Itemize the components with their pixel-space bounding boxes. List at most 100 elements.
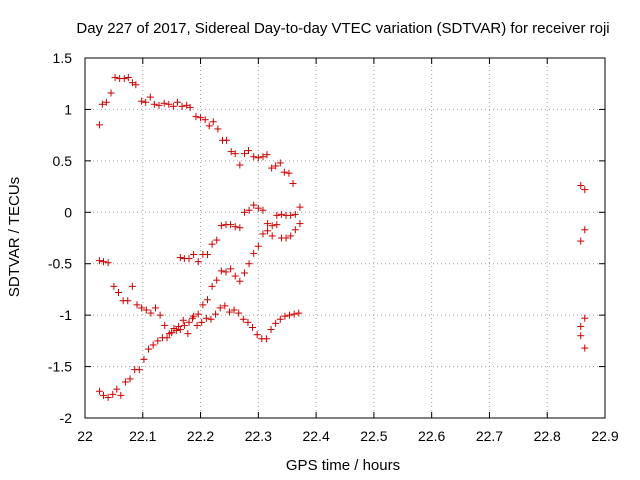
data-point [156,311,164,319]
data-point [193,321,201,329]
data-point [155,101,163,109]
data-point [142,306,150,314]
data-point [236,224,244,232]
data-point [581,344,589,352]
data-point [154,337,162,345]
data-point [124,74,132,82]
data-point [209,118,217,126]
data-point [111,74,119,82]
data-point [135,366,143,374]
data-point [126,375,134,383]
y-tick-label: -1.5 [48,359,72,375]
data-point [581,186,589,194]
data-point [259,153,267,161]
data-point [230,306,238,314]
data-point [214,125,222,133]
data-point [99,391,107,399]
data-point [161,321,169,329]
data-point [178,102,186,110]
data-point [245,206,253,214]
data-point [581,314,589,322]
data-point [160,99,168,107]
data-point [222,268,230,276]
data-point [213,236,221,244]
data-point [289,179,297,187]
data-point [250,201,258,209]
data-point [197,114,205,122]
y-tick-label: 0.5 [53,153,73,169]
x-axis-label: GPS time / hours [286,457,400,474]
data-point [213,276,221,284]
data-point [194,258,202,266]
x-tick-label: 22.5 [360,428,387,444]
data-point [207,315,215,323]
data-point [249,323,257,331]
data-point [296,203,304,211]
y-tick-label: -0.5 [48,256,72,272]
plot-frame [84,57,606,419]
data-point [149,341,157,349]
data-point [95,257,103,265]
data-point [117,391,125,399]
data-point [147,309,155,317]
y-tick-label: -1 [60,307,73,323]
data-point [250,249,258,257]
data-point [236,277,244,285]
data-point [244,318,252,326]
data-point [280,168,288,176]
data-point [282,234,290,242]
x-tick-label: 22.2 [187,428,214,444]
data-point [254,204,262,212]
x-tick-label: 22.7 [476,428,503,444]
data-point [285,169,293,177]
data-point [217,267,225,275]
data-point [107,89,115,97]
data-point [98,100,106,108]
data-point [151,304,159,312]
data-point [208,240,216,248]
data-point [263,151,271,159]
data-point [184,330,192,338]
data-point [254,154,262,162]
data-point [231,272,239,280]
data-point [577,237,585,245]
data-point [165,100,173,108]
data-point [120,75,128,83]
data-point [190,250,198,258]
data-point [253,331,261,339]
data-point [227,221,235,229]
y-tick-label: 0 [64,204,72,220]
data-point [185,255,193,263]
data-point [99,258,107,266]
data-point [262,335,270,343]
data-point [203,250,211,258]
data-point [240,269,248,277]
data-point [192,113,200,121]
data-point [201,116,209,124]
data-point [264,220,272,228]
data-point [286,311,294,319]
data-point [223,136,231,144]
data-point [104,259,112,267]
data-point [121,378,129,386]
data-point [240,208,248,216]
data-point [202,314,210,322]
data-point [235,309,243,317]
data-points [95,74,589,401]
grid-lines [85,58,605,418]
data-point [176,254,184,262]
data-point [272,319,280,327]
data-point [577,322,585,330]
data-point [268,222,276,230]
x-tick-label: 22.3 [245,428,272,444]
data-point [146,93,154,101]
x-tick-label: 22.9 [591,428,618,444]
data-point [259,230,267,238]
x-tick-label: 22.4 [302,428,329,444]
data-point [203,296,211,304]
data-point [296,220,304,228]
data-point [95,387,103,395]
data-point [188,314,196,322]
data-point [104,393,112,401]
